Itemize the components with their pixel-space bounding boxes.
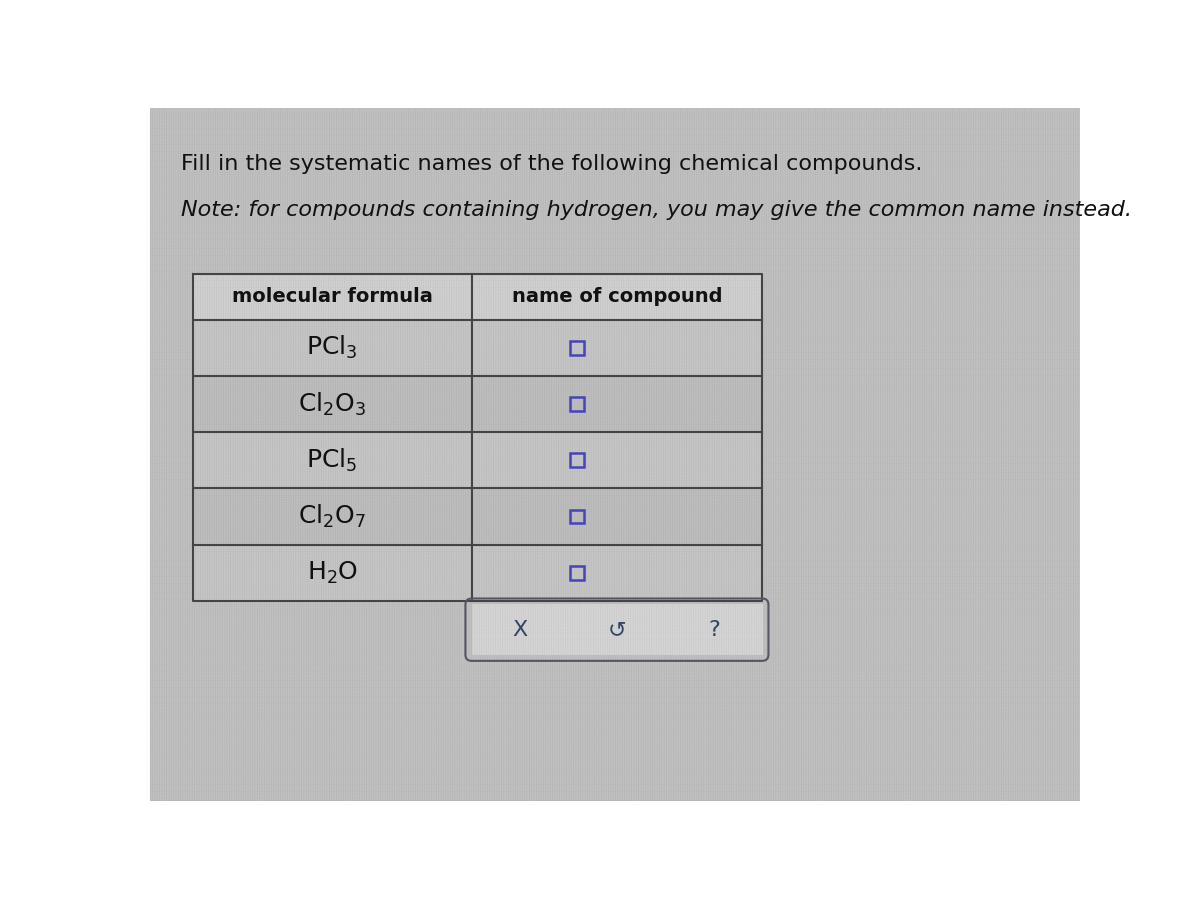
Text: Note: for compounds containing hydrogen, you may give the common name instead.: Note: for compounds containing hydrogen,… xyxy=(181,201,1132,220)
Bar xyxy=(570,566,584,580)
Bar xyxy=(570,509,584,524)
Text: $\mathrm{Cl_2O_7}$: $\mathrm{Cl_2O_7}$ xyxy=(298,503,366,530)
Text: $\mathrm{PCl_3}$: $\mathrm{PCl_3}$ xyxy=(306,334,358,362)
Text: $\mathrm{Cl_2O_3}$: $\mathrm{Cl_2O_3}$ xyxy=(298,391,366,418)
Bar xyxy=(570,397,584,411)
Text: $\mathrm{H_2O}$: $\mathrm{H_2O}$ xyxy=(306,560,358,586)
Text: ?: ? xyxy=(708,620,720,640)
Bar xyxy=(570,341,584,355)
Bar xyxy=(570,454,584,467)
Text: ↺: ↺ xyxy=(607,620,626,640)
Text: $\mathrm{PCl_5}$: $\mathrm{PCl_5}$ xyxy=(306,446,358,474)
Text: X: X xyxy=(512,620,528,640)
Text: molecular formula: molecular formula xyxy=(232,287,432,306)
Text: Fill in the systematic names of the following chemical compounds.: Fill in the systematic names of the foll… xyxy=(181,154,923,175)
Text: name of compound: name of compound xyxy=(511,287,722,306)
